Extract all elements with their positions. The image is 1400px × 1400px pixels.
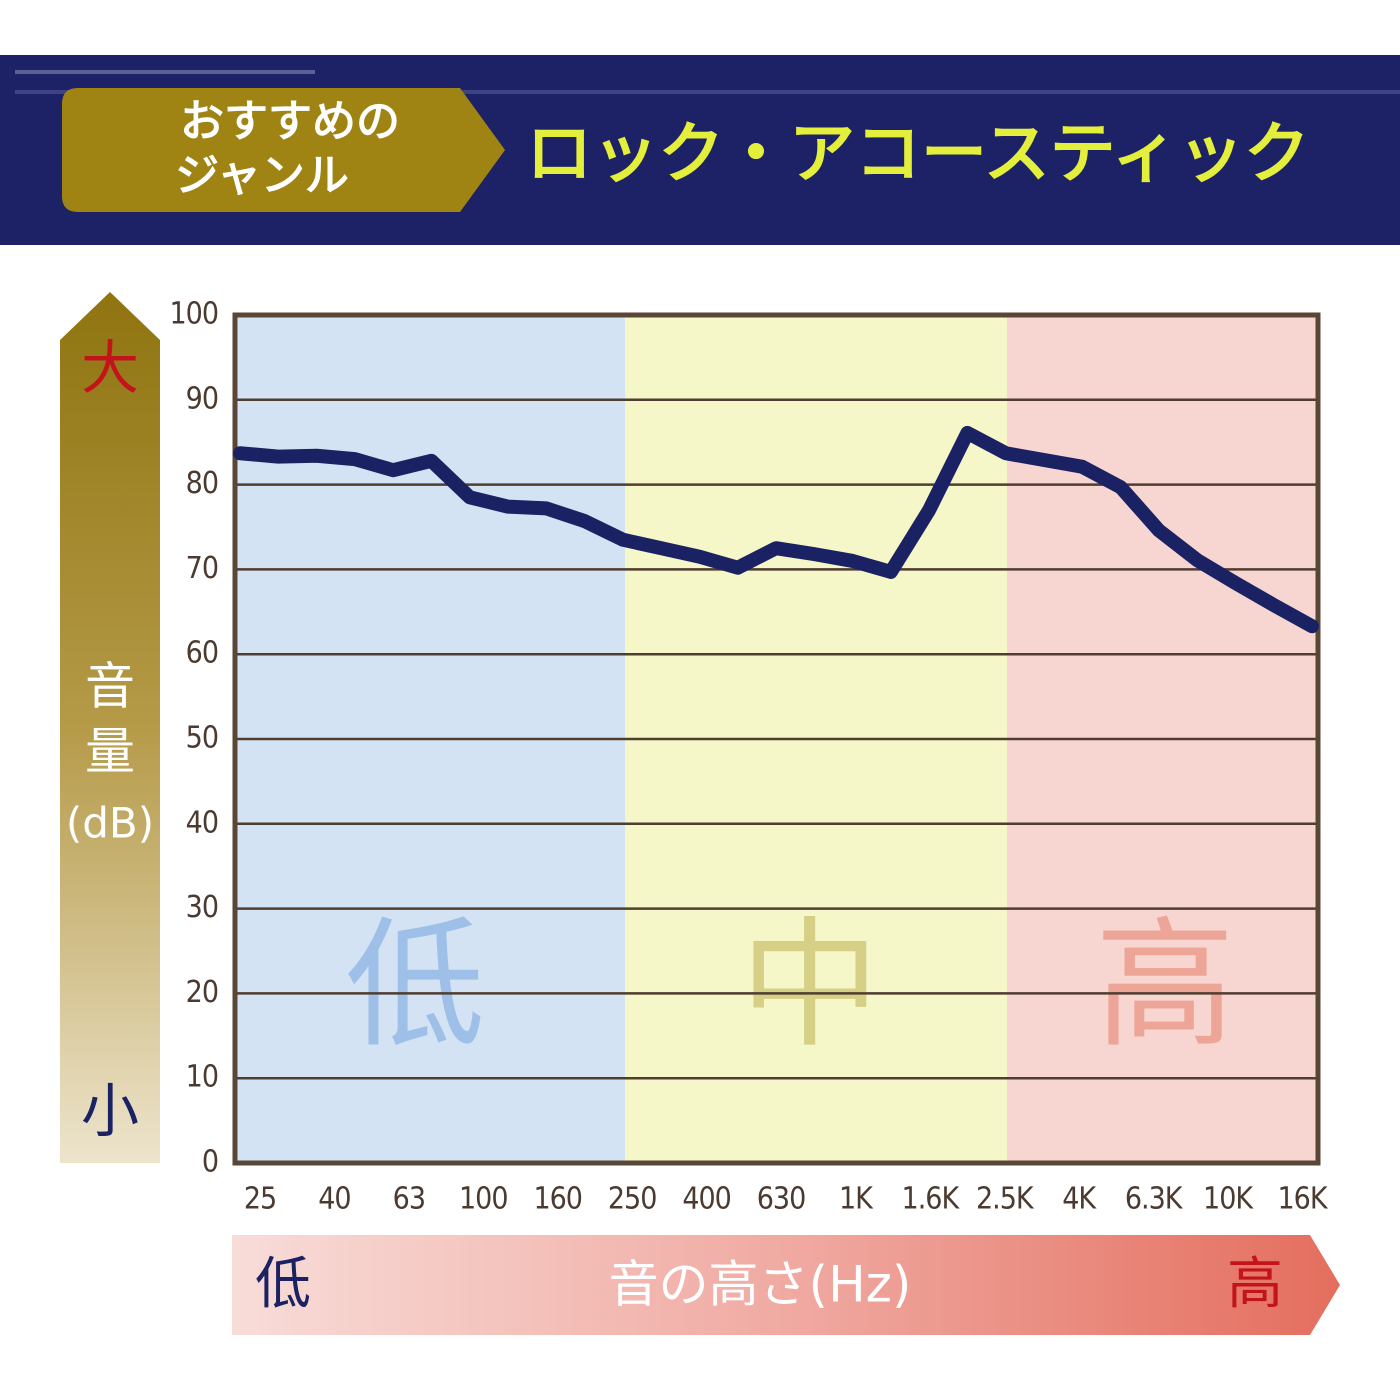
x-tick-label: 160: [533, 1182, 582, 1217]
y-tick-label: 60: [186, 636, 218, 671]
y-tick-label: 70: [186, 551, 218, 586]
y-tick-label: 100: [169, 297, 218, 332]
x-axis-label: 音の高さ(Hz): [609, 1256, 912, 1314]
x-tick-label: 400: [682, 1182, 731, 1217]
x-tick-label: 1.6K: [902, 1182, 961, 1217]
genre-label-box: [62, 88, 505, 212]
band-label: 低: [345, 905, 485, 1068]
x-tick-label: 100: [459, 1182, 508, 1217]
y-tick-label: 0: [202, 1145, 218, 1180]
y-axis-high: 大: [81, 334, 139, 402]
genre-label: ジャンル: [175, 150, 349, 201]
y-tick-label: 90: [186, 381, 218, 416]
y-axis-low: 小: [81, 1077, 139, 1145]
x-tick-label: 630: [757, 1182, 806, 1217]
band-label: 高: [1095, 905, 1235, 1068]
y-axis-label: 音: [85, 658, 135, 716]
x-axis-low: 低: [255, 1252, 311, 1317]
x-tick-label: 25: [244, 1182, 276, 1217]
x-tick-label: 40: [318, 1182, 350, 1217]
x-axis-high: 高: [1227, 1252, 1283, 1317]
x-tick-label: 2.5K: [976, 1182, 1035, 1217]
x-tick-label: 1K: [839, 1182, 874, 1217]
x-tick-label: 63: [393, 1182, 425, 1217]
y-axis-label: 量: [85, 723, 135, 781]
genre-label: おすすめの: [180, 96, 400, 147]
y-tick-label: 30: [186, 890, 218, 925]
x-tick-label: 10K: [1203, 1182, 1254, 1217]
x-tick-label: 6.3K: [1125, 1182, 1184, 1217]
y-tick-label: 80: [186, 466, 218, 501]
x-axis-arrow: [232, 1235, 1340, 1335]
y-axis-unit: (dB): [66, 799, 154, 848]
data-line: [233, 425, 1319, 634]
y-tick-label: 10: [186, 1060, 218, 1095]
x-tick-label: 4K: [1062, 1182, 1097, 1217]
y-tick-label: 20: [186, 975, 218, 1010]
plot: 0 10 20 30 40 50 60 70 80 90 100 25 40 63 100 160 250 400…: [169, 297, 1329, 1217]
plot-border: [232, 312, 1321, 1166]
x-tick-label: 250: [608, 1182, 657, 1217]
y-axis-arrow: [60, 292, 160, 1163]
y-tick-label: 40: [186, 805, 218, 840]
band-label: 中: [740, 905, 880, 1068]
genre-title: ロック・アコースティック: [526, 115, 1309, 192]
x-tick-label: 16K: [1277, 1182, 1328, 1217]
y-tick-label: 50: [186, 721, 218, 756]
